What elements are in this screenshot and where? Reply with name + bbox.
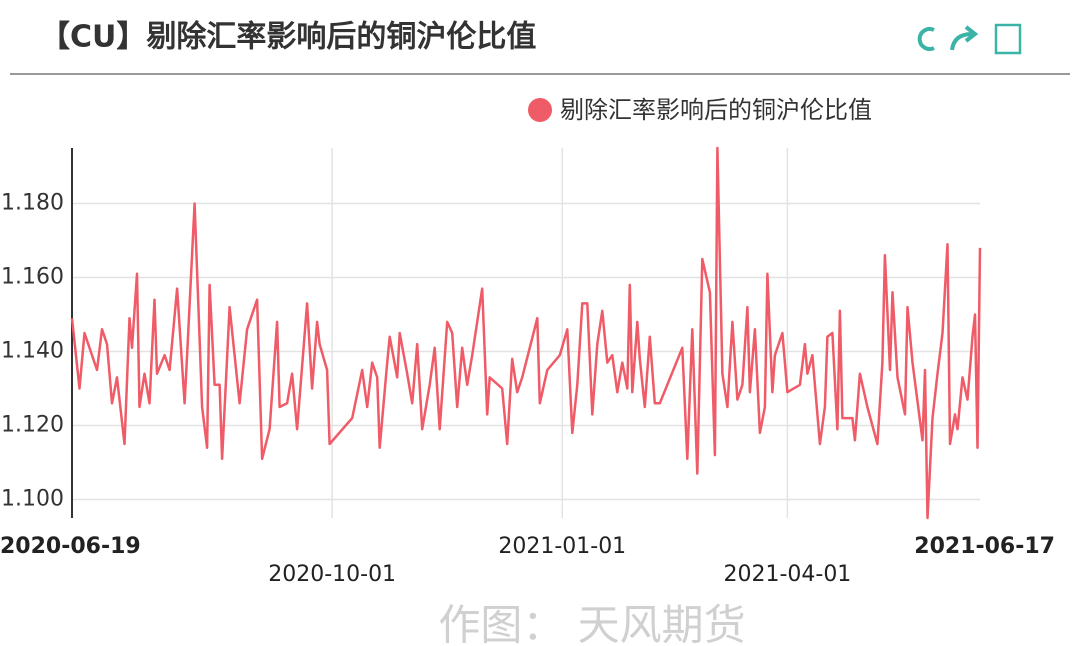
plot-area: 1.100 1.120 1.140 1.160 1.180 2020-06-19 2020-… xyxy=(0,146,1055,587)
toolbar xyxy=(917,23,1022,55)
y-tick-label: 1.160 xyxy=(1,265,64,290)
x-tick-label: 2021-06-17 xyxy=(914,534,1055,559)
legend-label: 剔除汇率影响后的铜沪伦比值 xyxy=(560,96,872,124)
data-line xyxy=(70,146,982,520)
y-tick-label: 1.180 xyxy=(1,191,64,216)
x-tick-label: 2021-04-01 xyxy=(723,562,851,587)
share-icon[interactable] xyxy=(950,25,979,51)
x-tick-label: 2020-10-01 xyxy=(268,562,396,587)
x-tick-label: 2020-06-19 xyxy=(0,534,141,559)
watermark: 作图： 天风期货 xyxy=(438,601,745,646)
y-tick-label: 1.120 xyxy=(1,413,64,438)
x-tick-label: 2021-01-01 xyxy=(498,534,626,559)
legend-marker xyxy=(528,98,552,122)
image-icon[interactable] xyxy=(994,23,1022,55)
y-tick-label: 1.100 xyxy=(1,487,64,512)
chart-title: 【CU】剔除汇率影响后的铜沪伦比值 xyxy=(40,20,536,55)
y-tick-label: 1.140 xyxy=(1,339,64,364)
refresh-icon[interactable] xyxy=(917,27,935,51)
